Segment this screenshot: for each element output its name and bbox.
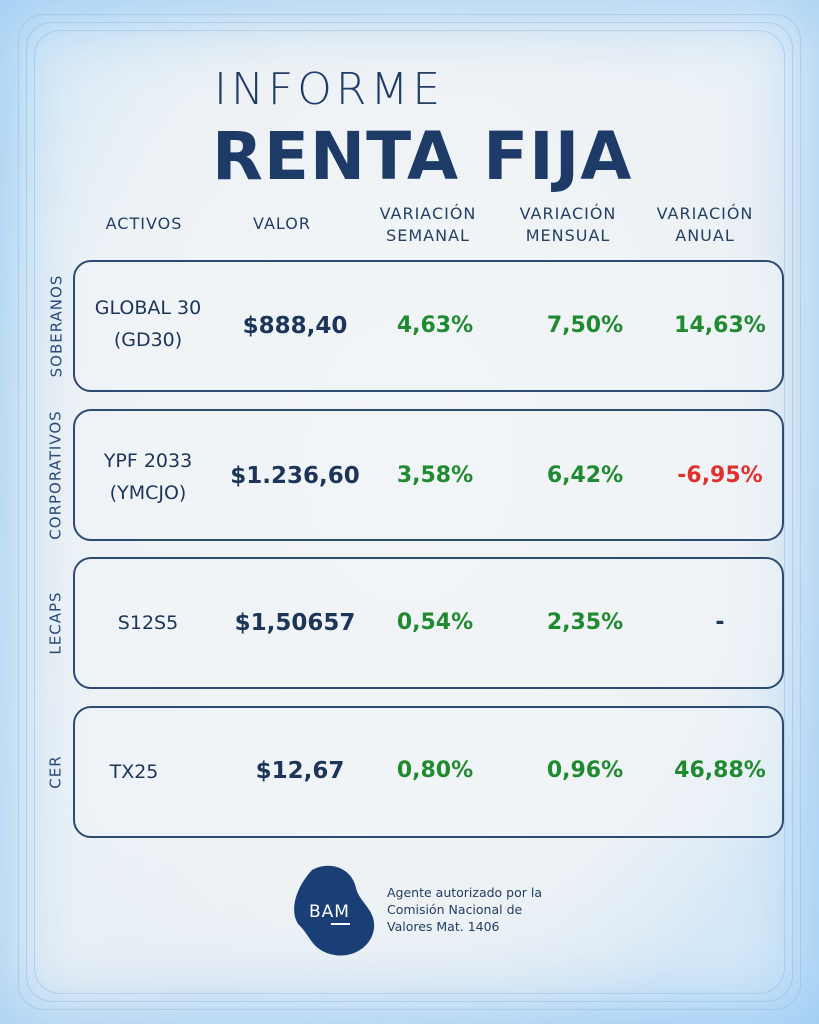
annual-change: - [715,610,725,635]
bam-logo [294,865,375,956]
report-label: INFORME [214,64,445,115]
legal-line2: Comisión Nacional de [387,902,523,917]
asset-line1: GLOBAL 30 [94,297,202,319]
page-title: RENTA FIJA [212,118,633,195]
header-semanal: VARIACIÓN SEMANAL [368,203,488,247]
header-activos: ACTIVOS [105,214,183,233]
header-mensual-line1: VARIACIÓN [519,204,617,223]
table-row: TX25 $12,67 0,80% 0,96% 46,88% [73,706,784,838]
asset-name: S12S5 [75,607,221,639]
asset-value: $888,40 [242,313,348,339]
weekly-change: 3,58% [396,463,474,488]
asset-name: TX25 [75,756,193,788]
monthly-change: 0,96% [546,758,624,783]
category-label: CORPORATIVOS [47,410,66,540]
asset-name: YPF 2033 (YMCJO) [75,445,221,509]
legal-line3: Valores Mat. 1406 [387,919,500,934]
header-mensual-line2: MENSUAL [525,226,611,245]
legal-notice: Agente autorizado por la Comisión Nacion… [387,884,587,935]
monthly-change: 2,35% [546,610,624,635]
annual-change: -6,95% [677,463,763,488]
category-label: SOBERANOS [47,274,66,378]
header-valor: VALOR [253,214,311,233]
annual-change: 14,63% [674,313,766,338]
asset-line2: (YMCJO) [109,482,187,504]
category-label: CER [47,755,65,789]
monthly-change: 6,42% [546,463,624,488]
table-row: S12S5 $1,50657 0,54% 2,35% - [73,557,784,689]
decorative-frame [26,22,793,1002]
bam-logo-text: BAM [309,902,350,925]
decorative-frame [34,30,785,994]
weekly-change: 4,63% [396,313,474,338]
annual-change: 46,88% [674,758,766,783]
header-anual-line1: VARIACIÓN [656,204,754,223]
table-row: GLOBAL 30 (GD30) $888,40 4,63% 7,50% 14,… [73,260,784,392]
asset-value: $12,67 [255,758,345,784]
weekly-change: 0,80% [396,758,474,783]
header-anual-line2: ANUAL [675,226,735,245]
category-label: LECAPS [47,591,66,655]
asset-line2: (GD30) [113,329,183,351]
asset-value: $1,50657 [234,610,356,636]
asset-line1: S12S5 [117,612,179,634]
decorative-frame [18,14,801,1010]
legal-line1: Agente autorizado por la [387,885,543,900]
weekly-change: 0,54% [396,610,474,635]
header-mensual: VARIACIÓN MENSUAL [508,203,628,247]
table-row: YPF 2033 (YMCJO) $1.236,60 3,58% 6,42% -… [73,409,784,541]
header-anual: VARIACIÓN ANUAL [645,203,765,247]
asset-line1: TX25 [109,761,159,783]
asset-line1: YPF 2033 [103,450,193,472]
asset-name: GLOBAL 30 (GD30) [75,292,221,356]
header-semanal-line1: VARIACIÓN [379,204,477,223]
monthly-change: 7,50% [546,313,624,338]
header-semanal-line2: SEMANAL [386,226,470,245]
asset-value: $1.236,60 [230,463,360,489]
